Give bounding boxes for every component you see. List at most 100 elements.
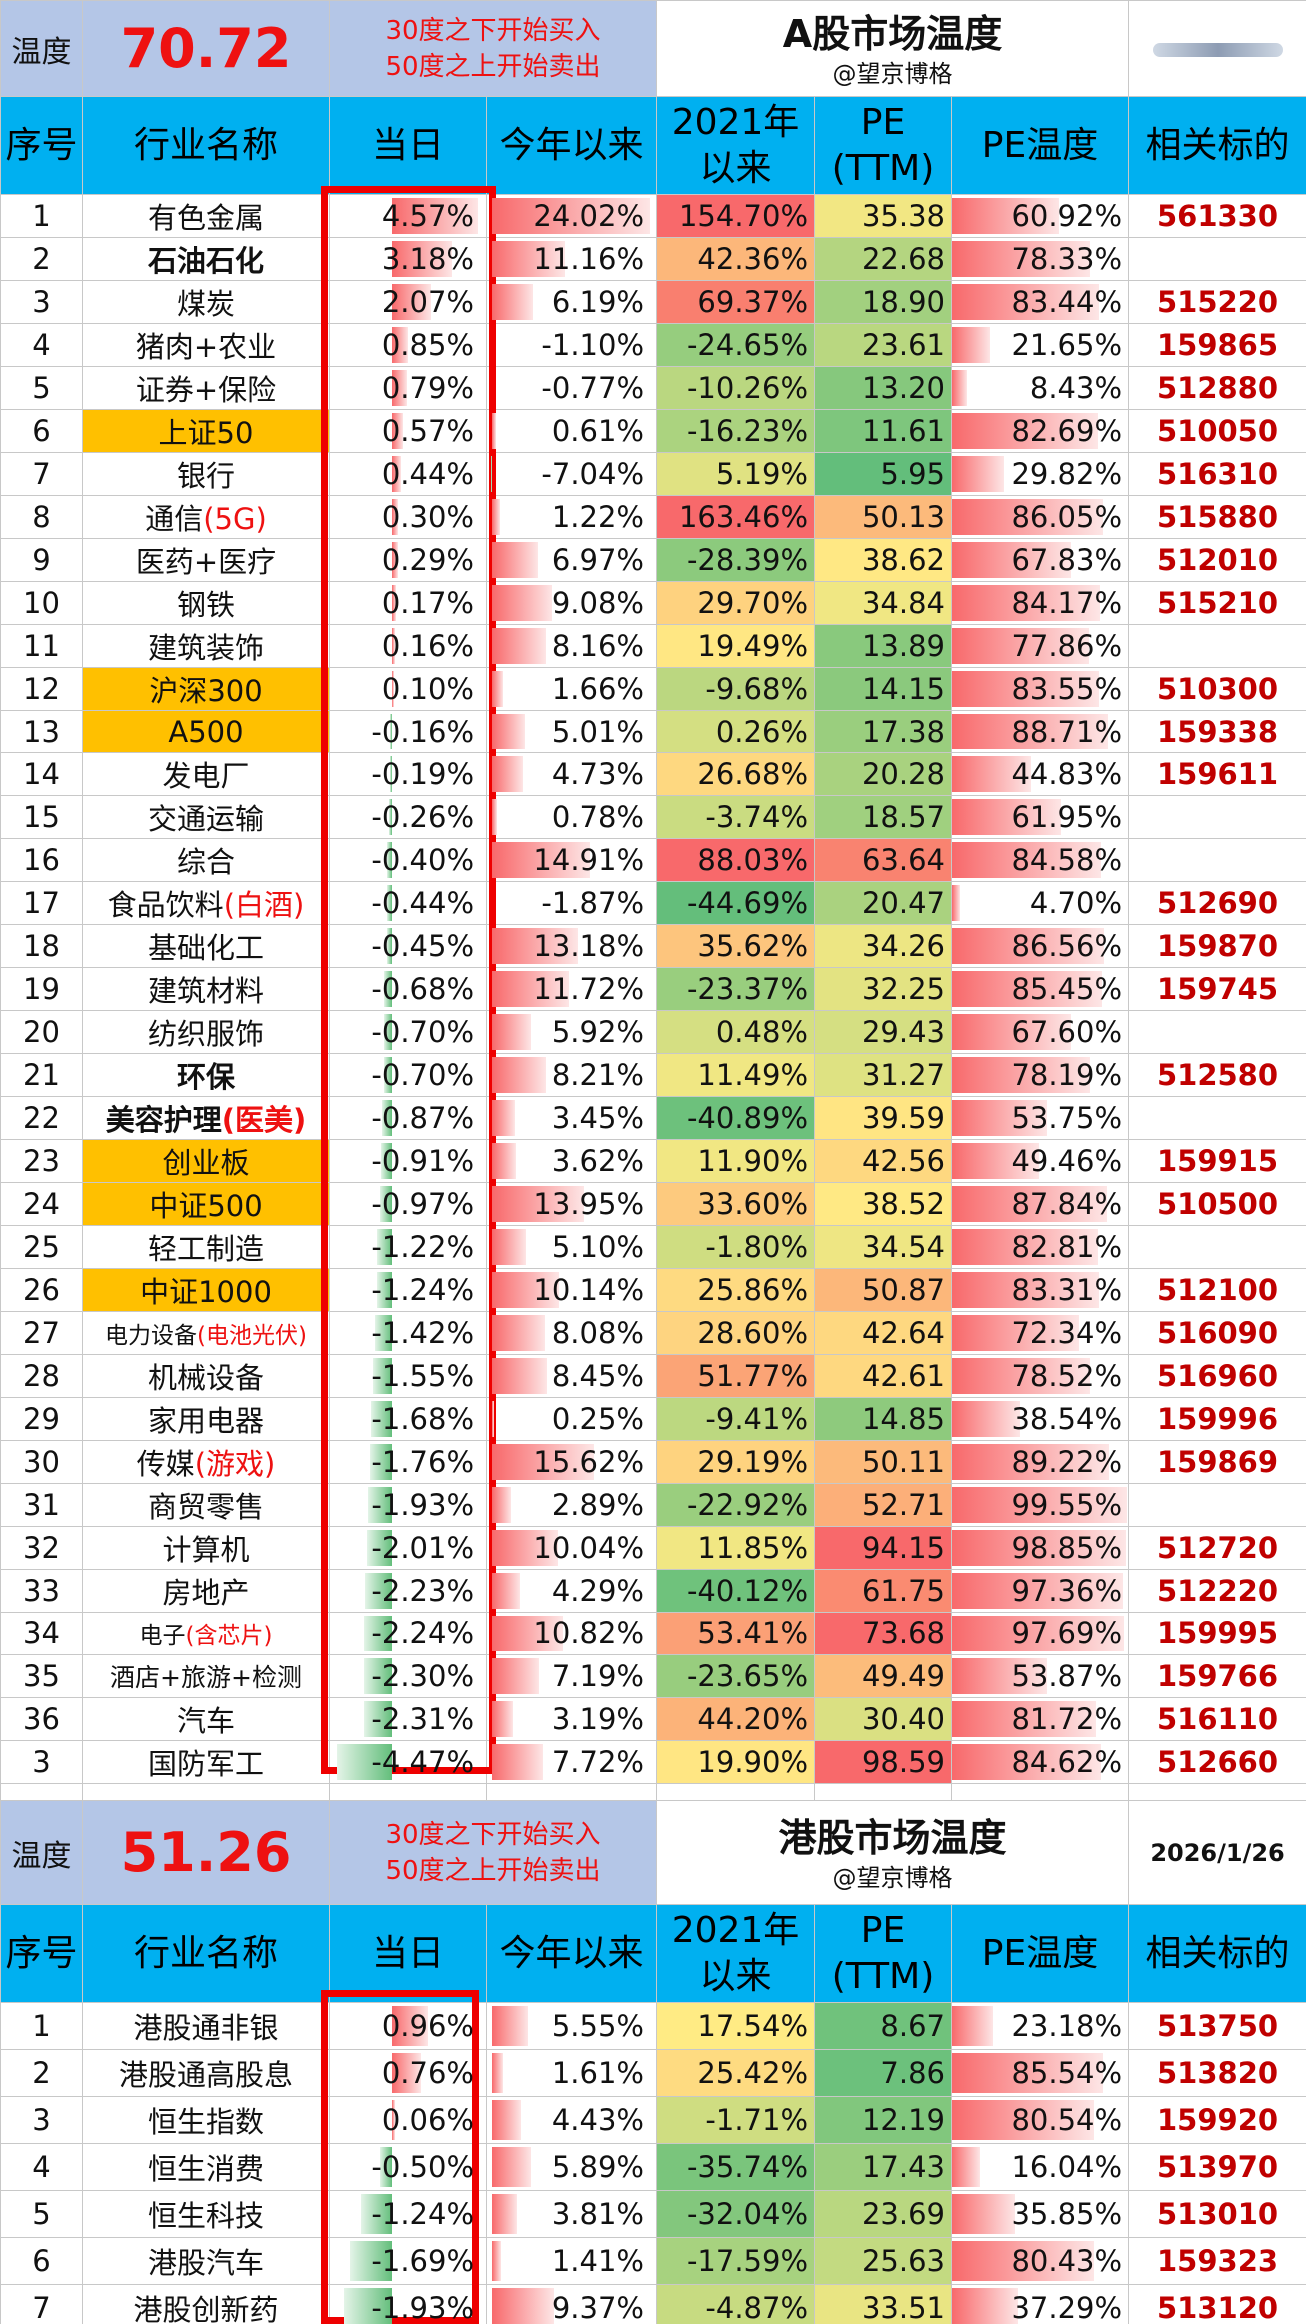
industry-name: 石油石化 (82, 237, 330, 281)
negative-bar (386, 928, 393, 965)
positive-bar (952, 714, 1109, 750)
positive-bar (492, 1400, 494, 1437)
table-row: 16 综合 -0.40% 14.91% 88.03% 63.64 84.58% (0, 838, 1306, 883)
hk-column-headers: 序号 行业名称 当日 今年以来 2021年以来 PE (TTM) PE温度 相关标的 (0, 1904, 1306, 2003)
positive-bar (952, 585, 1101, 621)
pe-ttm: 50.13 (814, 495, 952, 539)
industry-name: 房地产 (82, 1568, 330, 1613)
ytd-change: 9.08% (486, 581, 657, 625)
since-2021-change: -35.74% (656, 2143, 815, 2191)
today-change: -0.16% (329, 709, 487, 754)
ytd-change: 8.16% (486, 624, 657, 668)
pe-temperature: 53.87% (950, 1654, 1130, 1698)
row-index: 21 (0, 1053, 83, 1098)
industry-name-text: 汽车 (176, 1703, 235, 1738)
row-index: 3 (0, 280, 83, 324)
positive-bar (952, 628, 1090, 664)
pe-ttm: 11.61 (814, 409, 952, 453)
ytd-change: 7.19% (486, 1654, 657, 1698)
ytd-change: 5.89% (486, 2143, 657, 2191)
negative-bar (386, 885, 393, 922)
row-index: 6 (0, 2237, 83, 2285)
ticker-code: 516310 (1128, 452, 1306, 496)
industry-name-text: 房地产 (162, 1575, 250, 1610)
pe-ttm: 52.71 (814, 1482, 952, 1527)
ticker-code: 159611 (1128, 752, 1306, 797)
ytd-change: 0.25% (486, 1396, 657, 1441)
table-row: 35 酒店+旅游+检测 -2.30% 7.19% -23.65% 49.49 53.87% 1… (0, 1654, 1306, 1698)
negative-bar (373, 1357, 393, 1394)
title-author: @望京博格 (832, 59, 953, 88)
positive-bar (492, 585, 552, 621)
positive-bar (952, 1400, 1020, 1437)
industry-name-suffix: (含芯片) (185, 1623, 273, 1650)
row-index: 12 (0, 667, 83, 711)
since-2021-change: 42.36% (656, 237, 815, 281)
pe-ttm: 20.28 (814, 752, 952, 797)
positive-bar (492, 284, 533, 320)
industry-name: 港股汽车 (82, 2237, 330, 2285)
industry-name: 证券+保险 (82, 366, 330, 410)
positive-bar (952, 1700, 1096, 1737)
today-change: 3.18% (329, 237, 487, 281)
negative-bar (381, 1100, 393, 1137)
ytd-change: 11.16% (486, 237, 657, 281)
ticker-code: 159745 (1128, 967, 1306, 1012)
positive-bar (392, 628, 396, 664)
negative-bar (490, 456, 493, 492)
row-index: 14 (0, 752, 83, 797)
positive-bar (492, 2100, 522, 2140)
since-2021-change: -17.59% (656, 2237, 815, 2285)
title-main: A股市场温度 (782, 11, 1003, 56)
industry-name-text: 中证500 (149, 1189, 263, 1224)
pe-ttm: 34.84 (814, 581, 952, 625)
ticker-code: 159996 (1128, 1396, 1306, 1441)
positive-bar (392, 413, 404, 449)
pe-ttm: 17.43 (814, 2143, 952, 2191)
pe-temperature: 82.81% (950, 1225, 1130, 1270)
pe-ttm: 17.38 (814, 709, 952, 754)
industry-name: 建筑装饰 (82, 624, 330, 668)
today-change: 0.57% (329, 409, 487, 453)
table-row: 36 汽车 -2.31% 3.19% 44.20% 30.40 81.72% 516110 (0, 1696, 1306, 1741)
ticker-code: 515880 (1128, 495, 1306, 539)
rule-buy: 30度之下开始买入 (385, 1819, 601, 1850)
rule-sell: 50度之上开始卖出 (385, 51, 601, 82)
positive-bar (492, 928, 579, 965)
industry-name: 通信(5G) (82, 495, 330, 539)
since-2021-change: -24.65% (656, 323, 815, 367)
negative-bar (380, 1186, 393, 1223)
ytd-change: 8.08% (486, 1311, 657, 1355)
positive-bar (952, 671, 1100, 707)
since-2021-change: 51.77% (656, 1353, 815, 1398)
today-change: -0.68% (329, 967, 487, 1012)
row-index: 3 (0, 2096, 83, 2144)
industry-name: 恒生消费 (82, 2143, 330, 2191)
row-index: 11 (0, 624, 83, 668)
ticker-code: 159323 (1128, 2237, 1306, 2285)
ytd-change: 2.89% (486, 1482, 657, 1527)
table-row: 25 轻工制造 -1.22% 5.10% -1.80% 34.54 82.81% (0, 1225, 1306, 1270)
positive-bar (392, 542, 398, 578)
industry-name: 轻工制造 (82, 1225, 330, 1270)
positive-bar (952, 842, 1101, 879)
today-change: -0.19% (329, 752, 487, 797)
pe-ttm: 73.68 (814, 1611, 952, 1656)
ytd-change: 3.19% (486, 1696, 657, 1741)
positive-bar (492, 1486, 511, 1523)
since-2021-change: 28.60% (656, 1311, 815, 1355)
corner-cell (1128, 0, 1306, 97)
positive-bar (392, 241, 452, 277)
pe-ttm: 38.62 (814, 538, 952, 582)
industry-name: 家用电器 (82, 1396, 330, 1441)
positive-bar (952, 1014, 1071, 1051)
table-row: 3 煤炭 2.07% 6.19% 69.37% 18.90 83.44% 515220 (0, 280, 1306, 324)
industry-name-text: 交通运输 (147, 802, 264, 837)
row-index: 3 (0, 1739, 83, 1784)
pe-temperature: 29.82% (950, 452, 1130, 496)
today-change: 0.17% (329, 581, 487, 625)
pe-ttm: 39.59 (814, 1096, 952, 1141)
table-row: 19 建筑材料 -0.68% 11.72% -23.37% 32.25 85.45% 1597… (0, 967, 1306, 1012)
rule-sell: 50度之上开始卖出 (385, 1855, 601, 1886)
positive-bar (492, 714, 525, 750)
